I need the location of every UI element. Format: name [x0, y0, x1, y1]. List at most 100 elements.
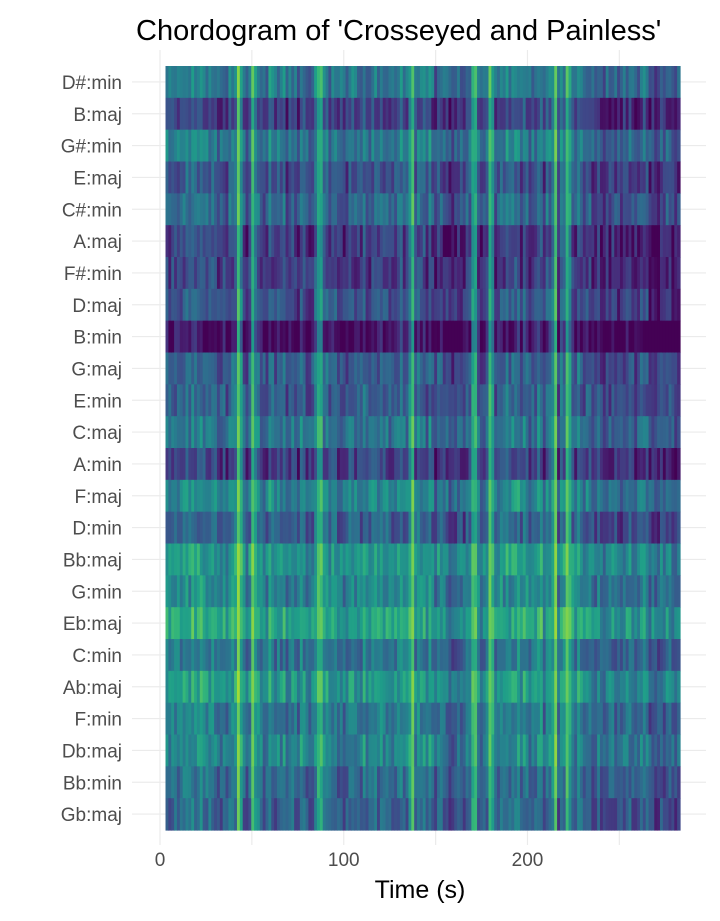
- heatmap-cell: [199, 734, 204, 767]
- heatmap-cell: [457, 575, 461, 608]
- heatmap-cell: [377, 416, 381, 449]
- heatmap-cell: [259, 607, 264, 640]
- heatmap-cell: [542, 161, 547, 194]
- heatmap-cell: [471, 161, 475, 194]
- heatmap-cell: [165, 511, 169, 545]
- heatmap-cell: [534, 320, 538, 354]
- heatmap-cell: [588, 416, 592, 449]
- heatmap-cell: [382, 416, 387, 449]
- heatmap-cell: [502, 129, 507, 163]
- heatmap-cell: [514, 639, 518, 672]
- heatmap-cell: [302, 352, 307, 385]
- heatmap-cell: [165, 288, 169, 322]
- heatmap-cell: [214, 734, 218, 767]
- heatmap-cell: [245, 511, 249, 545]
- heatmap-cell: [397, 257, 401, 290]
- heatmap-cell: [414, 766, 418, 799]
- heatmap-cell: [491, 193, 495, 226]
- heatmap-cell: [499, 448, 504, 481]
- heatmap-cell: [479, 448, 484, 481]
- heatmap-cell: [299, 543, 304, 576]
- heatmap-cell: [305, 639, 310, 672]
- heatmap-cell: [539, 352, 544, 385]
- heatmap-cell: [168, 511, 172, 545]
- heatmap-cell: [328, 288, 332, 322]
- heatmap-cell: [668, 639, 673, 672]
- heatmap-cell: [591, 479, 595, 513]
- heatmap-cell: [617, 193, 621, 226]
- heatmap-cell: [651, 416, 655, 449]
- heatmap-cell: [491, 97, 495, 131]
- heatmap-cell: [485, 670, 490, 704]
- heatmap-cell: [196, 225, 201, 258]
- heatmap-cell: [554, 384, 558, 417]
- heatmap-cell: [485, 639, 490, 672]
- heatmap-cell: [468, 416, 472, 449]
- heatmap-cell: [225, 352, 229, 385]
- heatmap-cell: [194, 511, 198, 545]
- heatmap-cell: [408, 766, 412, 799]
- heatmap-cell: [539, 257, 544, 290]
- heatmap-cell: [337, 384, 341, 417]
- heatmap-cell: [582, 448, 587, 481]
- heatmap-cell: [245, 97, 249, 131]
- heatmap-cell: [337, 702, 341, 736]
- heatmap-cell: [451, 193, 455, 226]
- heatmap-cell: [599, 257, 604, 290]
- heatmap-cell: [202, 288, 207, 322]
- heatmap-cell: [645, 670, 650, 704]
- heatmap-cell: [614, 161, 618, 194]
- heatmap-cell: [368, 639, 372, 672]
- heatmap-cell: [194, 161, 198, 194]
- heatmap-cell: [559, 225, 564, 258]
- heatmap-cell: [351, 575, 355, 608]
- heatmap-cell: [296, 193, 301, 226]
- heatmap-cell: [599, 225, 604, 258]
- heatmap-cell: [214, 479, 218, 513]
- heatmap-cell: [645, 97, 650, 131]
- heatmap-cell: [597, 225, 601, 258]
- heatmap-cell: [188, 161, 192, 194]
- heatmap-cell: [428, 798, 432, 831]
- y-tick-label: D:maj: [72, 296, 122, 317]
- heatmap-cell: [645, 129, 650, 163]
- heatmap-cell: [379, 161, 384, 194]
- heatmap-cell: [468, 734, 472, 767]
- heatmap-cell: [465, 320, 470, 354]
- heatmap-cell: [382, 670, 387, 704]
- heatmap-cell: [659, 129, 664, 163]
- heatmap-cell: [454, 670, 458, 704]
- heatmap-cell: [274, 257, 278, 290]
- heatmap-cell: [296, 320, 301, 354]
- heatmap-cell: [437, 543, 441, 576]
- heatmap-cell: [374, 320, 378, 354]
- heatmap-cell: [236, 257, 241, 290]
- y-tick-label: Bb:min: [63, 773, 122, 794]
- heatmap-cell: [474, 66, 478, 99]
- heatmap-cell: [642, 448, 647, 481]
- heatmap-cell: [279, 97, 284, 131]
- heatmap-cell: [531, 352, 535, 385]
- heatmap-cell: [365, 129, 370, 163]
- heatmap-cell: [494, 384, 498, 417]
- heatmap-cell: [471, 448, 475, 481]
- heatmap-cell: [265, 129, 270, 163]
- heatmap-cell: [582, 798, 587, 831]
- heatmap-cell: [499, 161, 504, 194]
- heatmap-cell: [422, 384, 427, 417]
- heatmap-cell: [408, 352, 412, 385]
- heatmap-cell: [494, 416, 498, 449]
- heatmap-cell: [339, 288, 344, 322]
- heatmap-cell: [394, 320, 398, 354]
- heatmap-cell: [374, 543, 378, 576]
- heatmap-cell: [462, 257, 467, 290]
- heatmap-cell: [231, 639, 235, 672]
- heatmap-cell: [462, 288, 467, 322]
- heatmap-cell: [585, 225, 590, 258]
- heatmap-cell: [208, 670, 212, 704]
- heatmap-cell: [288, 766, 292, 799]
- heatmap-cell: [337, 352, 341, 385]
- heatmap-cell: [605, 320, 610, 354]
- heatmap-cell: [357, 543, 361, 576]
- heatmap-cell: [191, 511, 195, 545]
